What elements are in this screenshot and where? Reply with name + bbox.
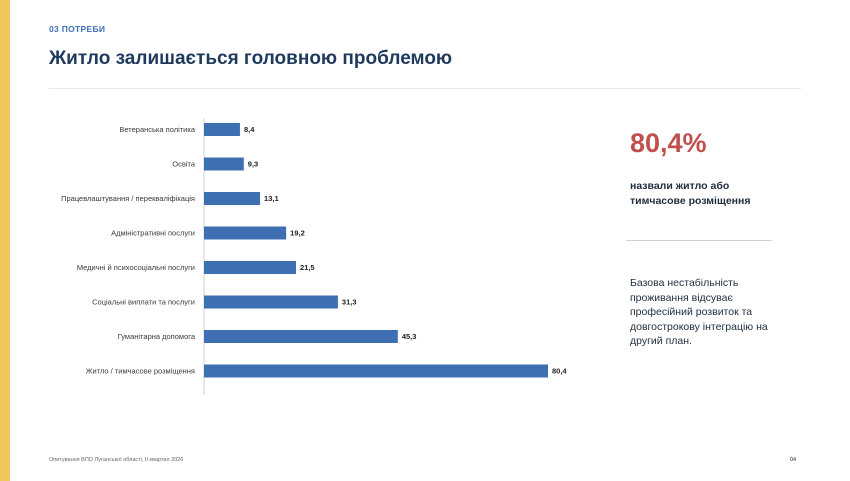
category-label: Житло / тимчасове розміщення (86, 367, 195, 376)
bar (204, 330, 398, 343)
bar (204, 192, 261, 205)
highlight-value: 80,4% (630, 128, 707, 158)
page-number: 04 (790, 457, 797, 463)
data-label: 80,4 (552, 367, 567, 376)
accent-stripe (0, 0, 10, 481)
bar (204, 123, 240, 136)
bar (204, 226, 287, 240)
highlight-caption: назвали житло або тимчасове розміщення (630, 180, 751, 207)
bar (204, 157, 244, 171)
side-divider (626, 240, 772, 241)
footer-source: Опитування ВПО Луганської області, II кв… (49, 457, 184, 463)
title-divider (49, 88, 801, 89)
category-label: Гуманітарна допомога (118, 332, 196, 341)
category-label: Працевлаштування / перекваліфікація (61, 194, 195, 203)
data-label: 45,3 (402, 332, 417, 341)
category-label: Медичні й психосоціальні послуги (77, 263, 195, 272)
data-label: 13,1 (264, 194, 279, 203)
bar-chart: Ветеранська політика 8,4 Освіта 9,3 Працевла… (61, 118, 567, 395)
page-title: Житло залишається головною проблемою (49, 48, 453, 69)
category-label: Освіта (172, 160, 196, 169)
data-label: 31,3 (342, 298, 357, 307)
category-label: Адміністративні послуги (111, 229, 195, 238)
bar (204, 261, 296, 274)
category-label: Ветеранська політика (119, 125, 195, 134)
highlight-description: Базова нестабільність проживання відсува… (630, 277, 768, 347)
data-label: 9,3 (248, 160, 258, 169)
data-label: 8,4 (244, 125, 255, 134)
category-label: Соціальні виплати та послуги (92, 298, 195, 307)
section-label: 03 ПОТРЕБИ (49, 24, 106, 34)
data-label: 21,5 (300, 263, 315, 272)
bar (204, 364, 548, 378)
bar (204, 295, 338, 309)
data-label: 19,2 (290, 229, 305, 238)
